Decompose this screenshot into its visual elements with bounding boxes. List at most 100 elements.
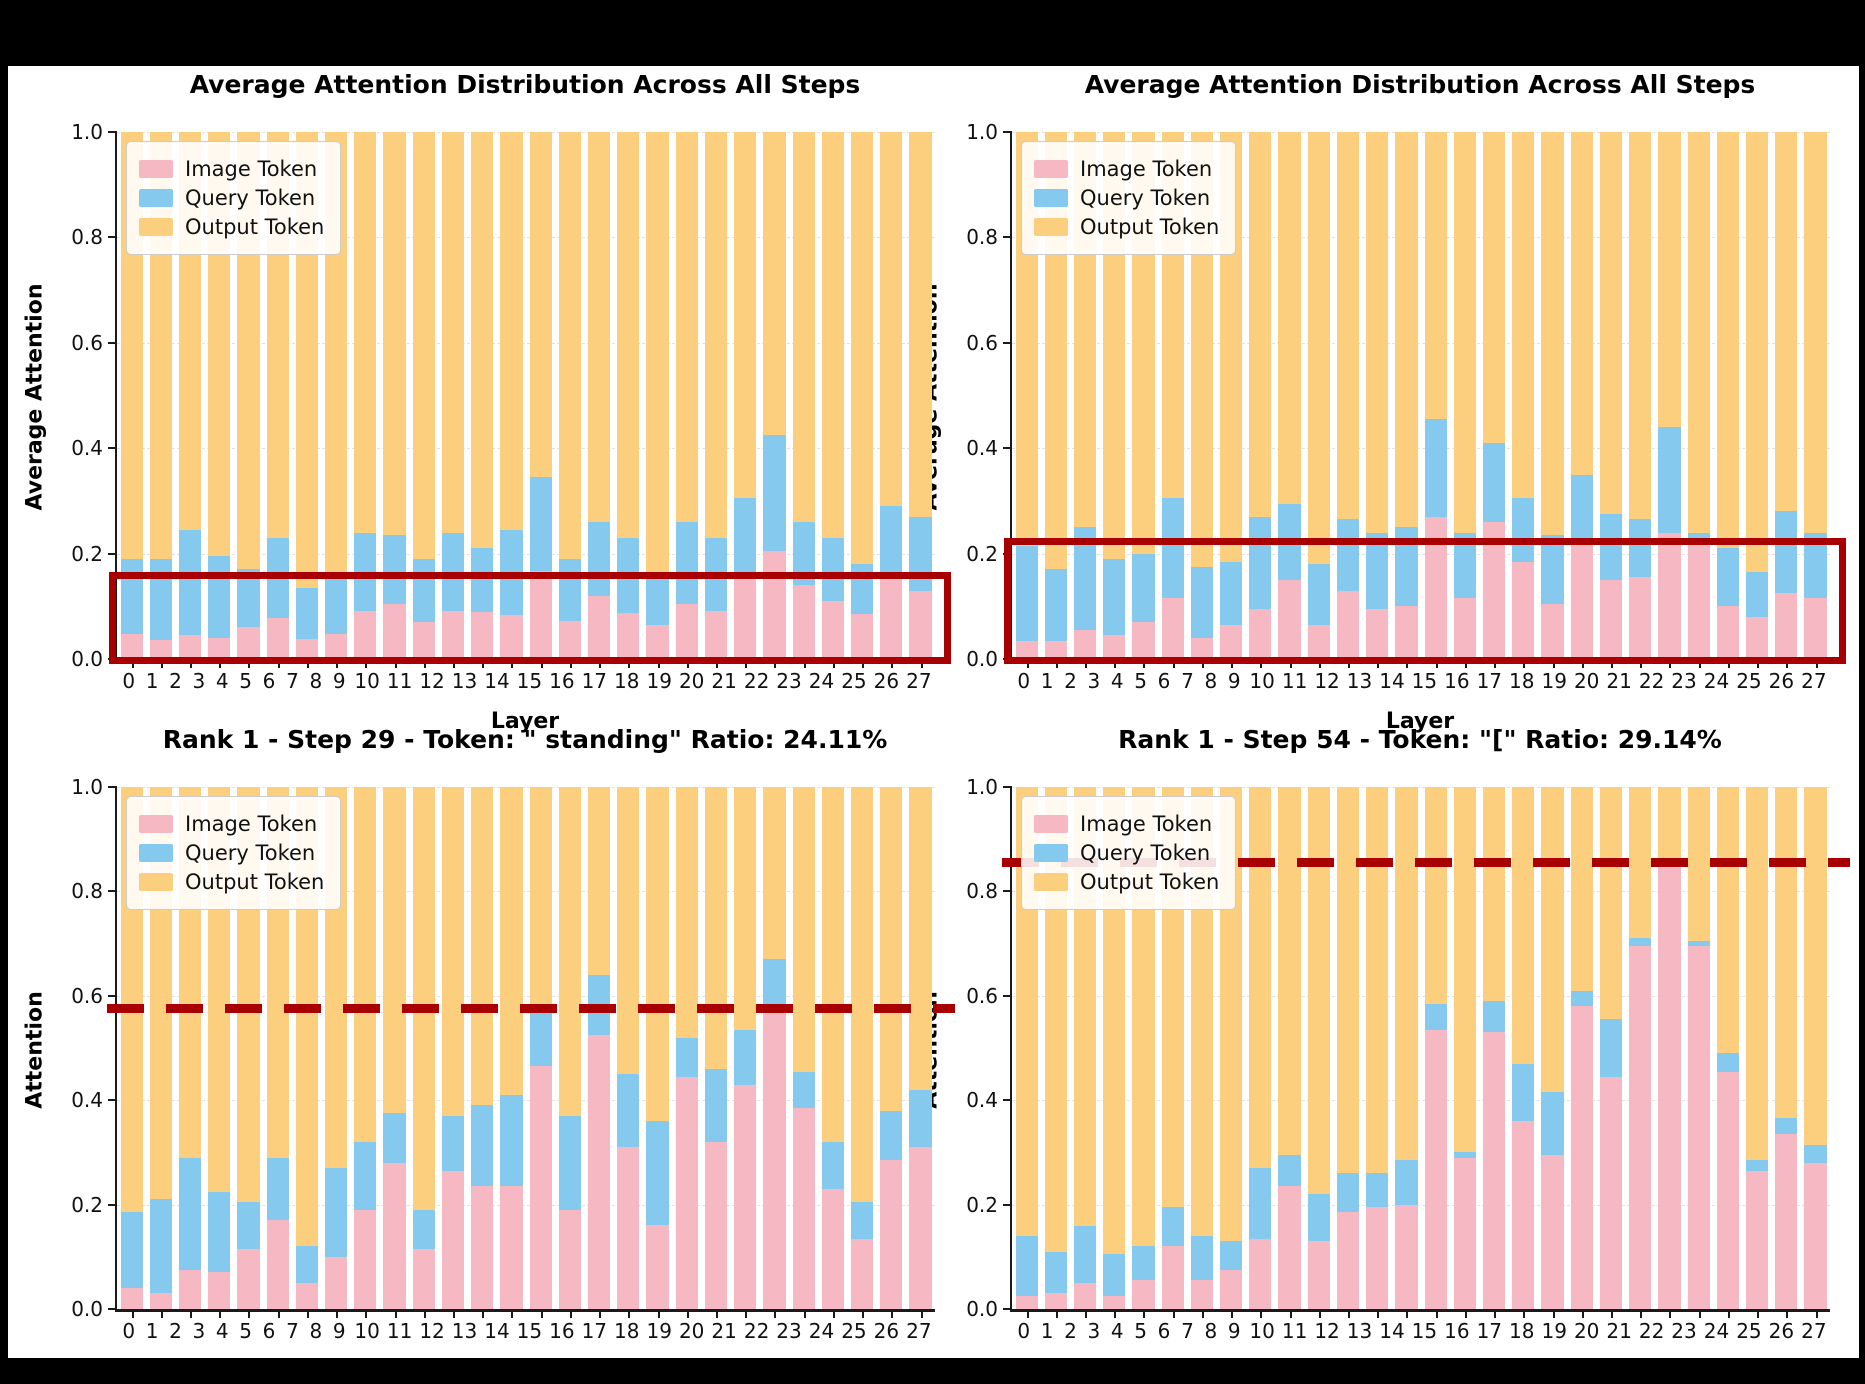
image-token-segment — [1687, 946, 1710, 1309]
stacked-bar-layer-9 — [1278, 787, 1301, 1309]
output-token-segment — [1453, 132, 1476, 533]
legend-item-image_token: Image Token — [139, 812, 324, 836]
y-tick-label: 1.0 — [71, 120, 103, 144]
x-tick-label: 3 — [192, 1319, 206, 1343]
output-token-segment — [1599, 787, 1623, 1020]
stacked-bar-layer-12 — [471, 132, 494, 659]
legend-label: Output Token — [1080, 870, 1220, 894]
y-tick-label: 0.6 — [71, 983, 103, 1008]
stacked-bar-layer-18 — [646, 132, 669, 659]
x-tick-labels: 0 1 2 3 4 5 6 7 8 9 10 11 12 13 14 15 16 17 18 19 20 21 22 23 24… — [117, 669, 935, 693]
y-tick-mark — [1003, 890, 1012, 893]
output-token-segment — [1745, 787, 1769, 1161]
gridline-y-0.4 — [117, 1100, 935, 1102]
output-token-segment — [821, 132, 844, 538]
x-tick-label: 21 — [1606, 1319, 1632, 1343]
y-tick-mark — [1003, 786, 1012, 788]
legend-item-output_token: Output Token — [139, 215, 324, 239]
x-tick-label: 6 — [262, 1319, 276, 1343]
image-token-segment — [441, 610, 465, 659]
query-token-segment — [1512, 498, 1535, 562]
image-token-segment — [295, 1282, 319, 1309]
query-token-segment — [792, 522, 815, 586]
image-token-segment — [1658, 865, 1681, 1309]
image-token-segment — [1161, 598, 1184, 659]
query-token-segment — [1804, 532, 1827, 599]
x-tick-label: 23 — [1671, 1319, 1697, 1343]
query-token-segment — [295, 587, 319, 639]
x-tick-label: 9 — [1227, 1319, 1241, 1343]
image-token-segment — [704, 610, 728, 659]
query_token-swatch — [1034, 844, 1068, 862]
x-tick-label: 0 — [1017, 669, 1031, 693]
y-tick-mark — [1003, 994, 1012, 997]
stacked-bar-layer-10 — [1307, 132, 1330, 659]
output-token-segment — [792, 132, 815, 522]
x-tick-label: 8 — [1204, 1319, 1218, 1343]
gridline-y-1.0 — [1012, 132, 1830, 133]
x-tick-label: 24 — [1703, 669, 1730, 693]
y-tick-label: 0.0 — [71, 647, 103, 671]
x-tick-label: 17 — [581, 669, 608, 693]
image-token-segment — [909, 1147, 932, 1309]
x-tick-label: 23 — [776, 1319, 802, 1343]
stacked-bar-layer-18 — [1541, 132, 1564, 659]
gridline-y-1.0 — [117, 787, 935, 788]
query-token-segment — [471, 1105, 494, 1187]
x-tick-label: 4 — [1110, 1319, 1124, 1343]
stacked-bar-layer-12 — [1366, 132, 1389, 659]
stacked-bar-layer-20 — [704, 132, 728, 659]
y-tick-label: 0.4 — [966, 1088, 998, 1113]
query-token-segment — [1190, 1235, 1214, 1281]
query-token-segment — [529, 1008, 552, 1067]
image-token-segment — [1804, 598, 1827, 659]
output-token-segment — [763, 787, 786, 960]
query-token-segment — [1453, 532, 1476, 599]
x-tick-label: 15 — [516, 669, 543, 693]
x-tick-label: 27 — [1801, 1319, 1827, 1343]
output-token-segment — [412, 787, 435, 1210]
x-tick-label: 25 — [841, 1319, 867, 1343]
image-token-segment — [734, 1084, 757, 1309]
output-token-segment — [1512, 132, 1535, 499]
query-token-segment — [1073, 1225, 1097, 1283]
query-token-segment — [1541, 1092, 1564, 1156]
output-token-segment — [1716, 787, 1739, 1054]
legend-item-query_token: Query Token — [1034, 841, 1219, 865]
gridline-y-0.6 — [117, 995, 935, 997]
legend-label: Output Token — [185, 870, 325, 894]
output-token-segment — [1249, 787, 1272, 1169]
x-tick-label: 18 — [1509, 1319, 1535, 1343]
stacked-bar-layer-18 — [646, 787, 669, 1309]
query-token-segment — [617, 1074, 640, 1148]
x-tick-label: 14 — [1379, 1319, 1405, 1343]
image-token-segment — [558, 1209, 581, 1309]
stacked-bar-layer-24 — [1716, 132, 1739, 659]
image-token-segment — [1599, 1076, 1623, 1309]
image-token-segment — [1716, 606, 1739, 659]
x-tick-label: 7 — [286, 669, 299, 693]
x-tick-label: 15 — [1411, 1319, 1438, 1343]
legend-label: Query Token — [185, 186, 316, 210]
x-tick-labels: 0 1 2 3 4 5 6 7 8 9 10 11 12 13 14 15 16 17 18 19 20 21 22 23 24… — [117, 1319, 935, 1343]
gridline-y-0.4 — [117, 448, 935, 450]
query-token-segment — [295, 1246, 319, 1283]
stacked-bar-layer-16 — [1483, 787, 1506, 1309]
x-tick-label: 20 — [678, 1319, 705, 1343]
query-token-segment — [1103, 1254, 1126, 1296]
image-token-segment — [471, 612, 494, 659]
image-token-segment — [266, 1220, 289, 1309]
y-tick-label: 0.8 — [71, 225, 103, 250]
y-tick-label: 0.4 — [71, 436, 103, 461]
x-tick-label: 12 — [419, 1319, 445, 1343]
query-token-segment — [558, 1115, 581, 1210]
query-token-segment — [646, 577, 669, 626]
query-token-segment — [354, 1141, 377, 1210]
x-tick-label: 0 — [122, 669, 136, 693]
x-tick-label: 22 — [743, 1319, 770, 1343]
image-token-segment — [383, 604, 406, 659]
image-token-segment — [1599, 579, 1623, 659]
query-token-segment — [734, 498, 757, 575]
output-token-segment — [354, 132, 377, 533]
query-token-segment — [1044, 569, 1067, 641]
